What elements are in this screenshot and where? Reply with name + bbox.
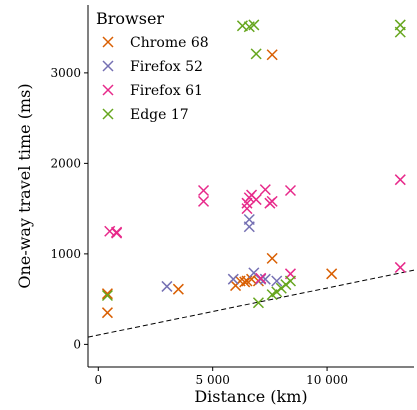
data-point [252,297,264,309]
x-tick-label: 10 000 [306,373,348,387]
data-point [172,283,184,295]
x-tick-label: 0 [94,373,102,387]
x-axis-label: Distance (km) [194,387,307,406]
data-point [101,288,113,300]
data-point [101,289,113,302]
legend-entry: Firefox 61 [130,83,203,99]
data-point [266,252,278,264]
legend-marker [102,60,114,72]
data-point [250,48,262,60]
data-point [326,268,338,280]
legend-entry: Chrome 68 [130,35,209,51]
data-point [227,273,239,285]
legend: Browser Chrome 68 Firefox 52 Firefox 61 Edge… [96,9,209,123]
legend-entry: Firefox 52 [130,59,203,75]
data-point [197,195,210,207]
legend-title: Browser [96,9,164,28]
data-point [250,194,262,206]
axes: 0 1000 2000 3000 0 5 000 10 000 [50,5,414,387]
legend-entry: Edge 17 [130,107,189,123]
data-point [248,19,260,31]
data-point [255,272,267,284]
y-tick-label: 1000 [50,247,81,261]
data-points [101,19,406,319]
data-point [241,203,253,215]
data-point [284,184,296,197]
data-point [266,49,278,61]
data-point [259,184,271,196]
y-tick-label: 0 [73,337,81,351]
data-point [259,273,271,285]
legend-marker [102,108,114,120]
legend-marker [102,84,114,96]
x-tick-label: 5 000 [196,373,230,387]
data-point [197,184,210,197]
data-point [394,261,406,273]
data-point [239,276,251,288]
data-point [394,26,406,38]
y-axis-label: One-way travel time (ms) [15,83,34,288]
data-point [101,307,113,319]
y-tick-label: 3000 [50,66,81,80]
data-point [111,226,123,238]
data-point [394,174,406,186]
data-point [243,213,255,226]
y-tick-label: 2000 [50,156,81,170]
data-point [266,195,278,207]
data-point [246,273,258,285]
legend-marker [102,36,114,48]
data-point [284,275,296,287]
data-point [161,280,173,292]
data-point [271,275,283,287]
